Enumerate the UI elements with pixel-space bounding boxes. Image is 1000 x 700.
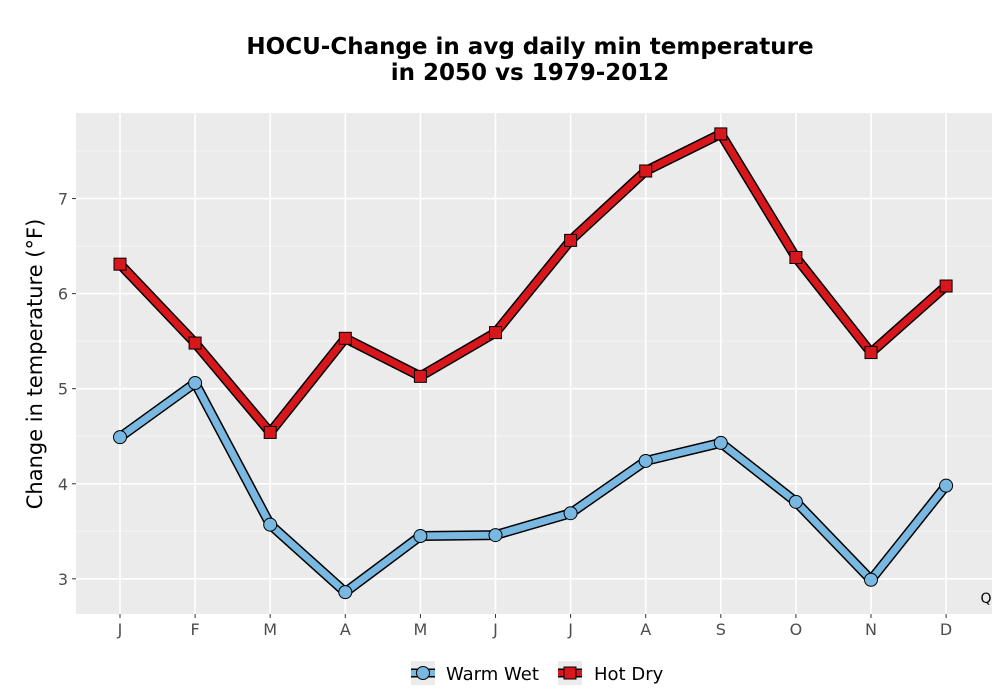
corner-note: Q	[980, 591, 991, 607]
legend-item: Warm Wet	[411, 661, 539, 685]
plot-background	[76, 113, 992, 614]
data-point	[563, 506, 578, 521]
y-axis-title: Change in temperature (°F)	[23, 219, 47, 510]
x-tick-label: N	[865, 620, 877, 639]
legend-key-marker	[416, 666, 430, 680]
data-point	[113, 430, 127, 445]
x-tick-label: O	[790, 620, 803, 639]
data-point	[263, 517, 278, 532]
data-point	[639, 164, 653, 178]
x-tick-label: J	[567, 620, 573, 639]
data-point	[939, 478, 954, 493]
data-point	[638, 453, 653, 468]
series-warm-wet	[113, 375, 954, 600]
data-point	[564, 233, 578, 247]
x-tick-label: J	[492, 620, 498, 639]
y-axis: 3 4 5 6 7	[58, 190, 76, 589]
series-line	[116, 379, 950, 596]
x-tick-label: A	[340, 620, 351, 639]
data-point	[489, 326, 502, 340]
data-point	[789, 251, 803, 265]
x-tick-label: M	[263, 620, 277, 639]
data-point	[864, 572, 878, 587]
x-tick-label: F	[190, 620, 199, 639]
legend-key-marker	[563, 666, 577, 680]
data-point	[113, 257, 127, 271]
data-point	[338, 585, 353, 600]
y-tick-label: 3	[58, 570, 68, 589]
data-point	[939, 279, 953, 293]
chart-title-line-2: in 2050 vs 1979-2012	[391, 60, 670, 86]
series-line	[116, 130, 950, 436]
y-tick-label: 5	[58, 380, 68, 399]
data-point	[188, 375, 203, 390]
data-point	[413, 529, 428, 544]
data-point	[864, 346, 878, 360]
y-tick-label: 4	[58, 475, 68, 494]
series-layer	[113, 127, 954, 600]
chart-title-line-1: HOCU-Change in avg daily min temperature	[246, 34, 813, 60]
x-tick-label: S	[716, 620, 726, 639]
legend-label: Warm Wet	[446, 664, 539, 685]
legend-item: Hot Dry	[558, 661, 664, 685]
data-point	[788, 494, 803, 509]
x-tick-label: J	[117, 620, 123, 639]
x-tick-label: A	[640, 620, 651, 639]
data-point	[338, 331, 352, 345]
legend: Warm Wet Hot Dry	[411, 661, 664, 685]
y-tick-label: 7	[58, 190, 68, 209]
y-tick-label: 6	[58, 285, 68, 304]
data-point	[188, 336, 202, 350]
data-point	[713, 435, 728, 450]
data-point	[714, 127, 728, 141]
series-hot-dry	[113, 127, 953, 439]
data-point	[488, 528, 503, 543]
data-point	[263, 425, 277, 439]
legend-label: Hot Dry	[594, 664, 664, 685]
x-tick-label: D	[940, 620, 952, 639]
x-tick-label: M	[413, 620, 427, 639]
data-point	[413, 369, 427, 383]
